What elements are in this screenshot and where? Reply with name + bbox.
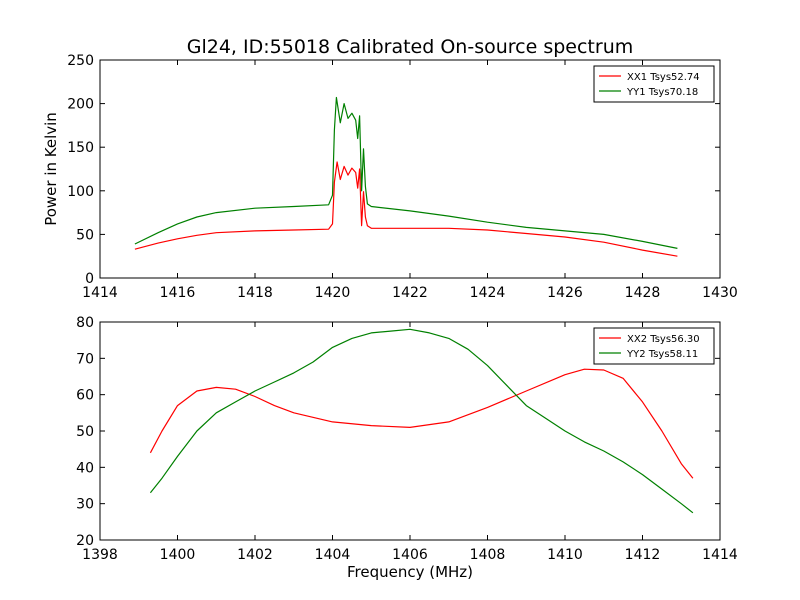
y-tick-label: 70 [76,351,94,367]
x-tick-label: 1428 [625,285,661,301]
y-tick-label: 80 [76,315,94,331]
x-tick-label: 1410 [547,547,583,563]
y-tick-label: 50 [76,424,94,440]
y-axis-label: Power in Kelvin [42,112,60,226]
x-tick-label: 1406 [392,547,428,563]
legend-box [593,65,715,103]
x-tick-label: 1414 [702,547,738,563]
x-tick-label: 1424 [470,285,506,301]
legend: XX2 Tsys56.30 YY2 Tsys58.11 [593,327,715,365]
x-tick-label: 1430 [702,285,738,301]
x-tick-label: 1408 [470,547,506,563]
x-tick-label: 1422 [392,285,428,301]
x-tick-label: 1412 [625,547,661,563]
series-line-xx1 [134,161,678,257]
series-line-yy2 [149,328,694,514]
x-tick-label: 1402 [237,547,273,563]
legend-label: XX2 Tsys56.30 [627,334,700,345]
y-tick-label: 30 [76,497,94,513]
x-tick-label: 1400 [160,547,196,563]
legend-label: XX1 Tsys52.74 [627,72,700,83]
x-tick-label: 1404 [315,547,351,563]
figure-title: Gl24, ID:55018 Calibrated On-source spec… [187,36,634,58]
y-tick-label: 250 [67,53,94,69]
lower-spectrum-panel: 1398 1400 1402 1404 1406 1408 1410 1412 1414 20 30… [76,315,738,563]
x-tick-label: 1398 [82,547,118,563]
y-tick-label: 50 [76,227,94,243]
x-tick-label: 1426 [547,285,583,301]
y-tick-label: 0 [85,271,94,287]
y-tick-label: 100 [67,184,94,200]
x-tick-label: 1416 [160,285,196,301]
y-tick-label: 60 [76,388,94,404]
x-axis-label: Frequency (MHz) [347,563,473,581]
series-line-yy1 [134,96,678,249]
x-tick-label: 1420 [315,285,351,301]
legend-label: YY2 Tsys58.11 [626,349,698,360]
y-tick-label: 40 [76,460,94,476]
y-tick-label: 150 [67,140,94,156]
y-tick-label: 200 [67,97,94,113]
upper-spectrum-panel: 1414 1416 1418 1420 1422 1424 1426 1428 1430 0 50 1… [67,53,738,301]
series-line-xx2 [149,368,694,479]
legend: XX1 Tsys52.74 YY1 Tsys70.18 [593,65,715,103]
x-tick-label: 1414 [82,285,118,301]
y-tick-label: 20 [76,533,94,549]
legend-label: YY1 Tsys70.18 [626,87,698,98]
x-tick-label: 1418 [237,285,273,301]
legend-box [593,327,715,365]
